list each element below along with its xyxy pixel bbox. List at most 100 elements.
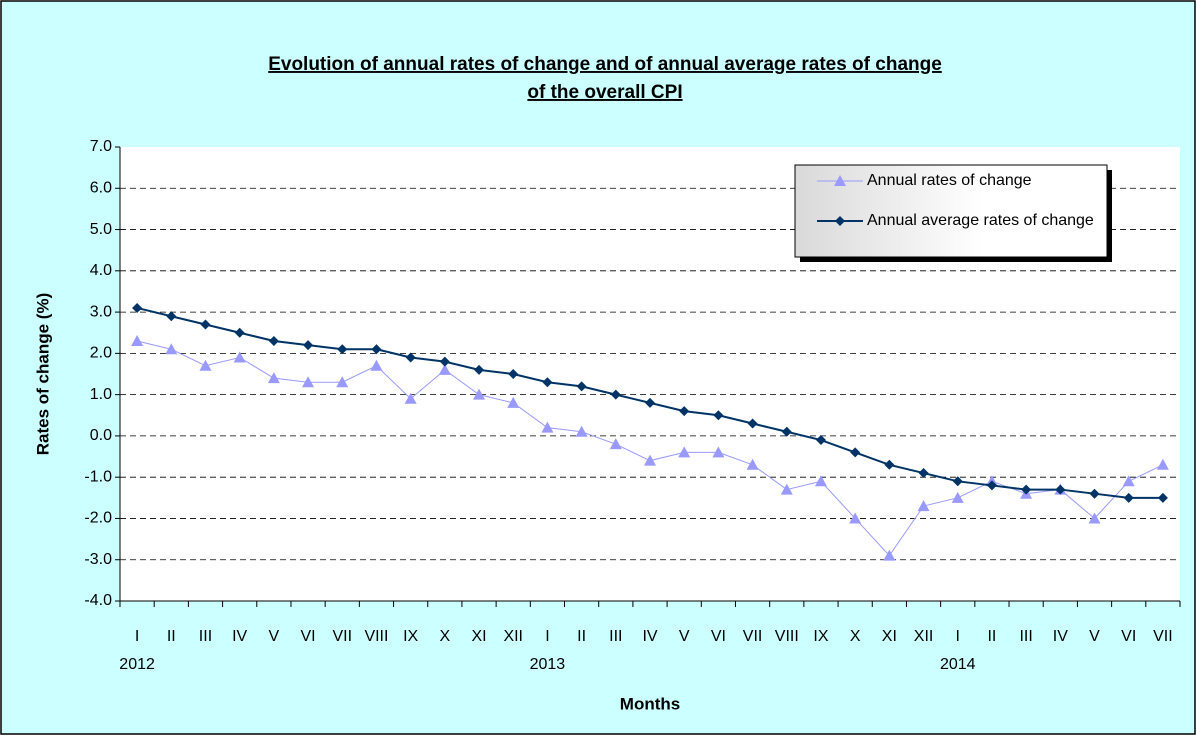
legend-label: Annual rates of change [867,172,1032,189]
x-tick-label: VI [1121,628,1136,645]
y-tick-label: 2.0 [90,345,112,362]
x-tick-label: II [577,628,586,645]
marker [541,421,554,433]
x-tick-label: IV [1053,628,1068,645]
marker [405,352,416,363]
marker [746,458,759,470]
marker [884,459,895,470]
marker [303,340,314,351]
marker [850,447,861,458]
year-label: 2013 [530,656,566,673]
x-tick-label: VI [711,628,726,645]
chart-title: of the overall CPI [527,82,682,103]
marker [713,410,724,421]
marker [781,426,792,437]
marker [951,491,964,503]
y-tick-label: 4.0 [90,262,112,279]
y-tick-label: -4.0 [84,592,112,609]
x-tick-label: VII [743,628,763,645]
x-tick-label: II [987,628,996,645]
marker [1021,484,1032,495]
x-tick-label: VIII [364,628,388,645]
marker [508,369,519,379]
marker [1122,475,1135,487]
marker [576,381,587,392]
marker [1055,484,1066,495]
marker [835,216,845,226]
marker [132,302,143,313]
marker [575,425,588,437]
marker [1156,458,1169,470]
x-tick-label: I [545,628,549,645]
marker [849,512,862,524]
marker [371,344,382,355]
x-tick-label: I [956,628,960,645]
marker [814,475,827,487]
x-tick-label: XI [471,628,486,645]
y-axis-label: Rates of change (%) [33,293,52,455]
legend-label-box: Annual average rates of change [867,212,1094,229]
marker [542,377,553,388]
marker [166,311,177,322]
marker [678,446,691,458]
marker [404,392,417,404]
marker [986,480,997,491]
marker [780,483,793,495]
marker [610,389,621,400]
y-tick-label: 0.0 [90,427,112,444]
marker [473,388,486,400]
x-tick-label: V [269,628,280,645]
year-label: 2012 [119,656,155,673]
marker [268,335,279,346]
marker [644,454,656,466]
marker [439,356,450,367]
marker [474,364,485,375]
chart-title: Evolution of annual rates of change and … [268,54,942,75]
marker [370,359,383,371]
x-tick-label: VIII [775,628,799,645]
legend [794,164,1108,258]
marker [302,376,315,388]
x-tick-label: II [167,628,176,645]
marker [815,435,826,446]
y-tick-label: 5.0 [90,221,112,238]
x-tick-label: XII [503,628,523,645]
marker [917,500,930,512]
marker [747,418,758,429]
y-tick-label: -2.0 [84,510,112,527]
y-tick-label: 3.0 [90,303,112,320]
x-tick-label: VI [301,628,316,645]
x-tick-label: IV [642,628,657,645]
y-tick-label: -1.0 [84,468,112,485]
legend-label: Annual average rates of change [867,212,1094,229]
marker [199,359,212,371]
y-tick-label: 1.0 [90,386,112,403]
x-tick-label: IV [232,628,247,645]
x-tick-label: V [1089,628,1100,645]
marker [507,396,520,408]
marker [952,476,963,487]
x-tick-label: IX [813,628,828,645]
x-tick-label: III [609,628,622,645]
x-tick-label: V [679,628,690,645]
marker [883,549,896,561]
x-tick-label: X [440,628,451,645]
marker [233,351,246,363]
year-label: 2014 [940,656,976,673]
x-tick-label: XI [882,628,897,645]
legend-label-box: Annual rates of change [867,172,1032,189]
marker [131,334,144,346]
marker [165,343,178,355]
y-tick-label: 6.0 [90,179,112,196]
marker [712,446,725,458]
marker [234,327,245,338]
x-tick-label: VII [332,628,352,645]
x-tick-label: III [199,628,212,645]
marker [1088,512,1101,524]
x-tick-label: III [1019,628,1032,645]
marker [438,363,451,375]
x-tick-label: X [850,628,861,645]
marker [918,468,929,479]
marker [1123,492,1134,503]
